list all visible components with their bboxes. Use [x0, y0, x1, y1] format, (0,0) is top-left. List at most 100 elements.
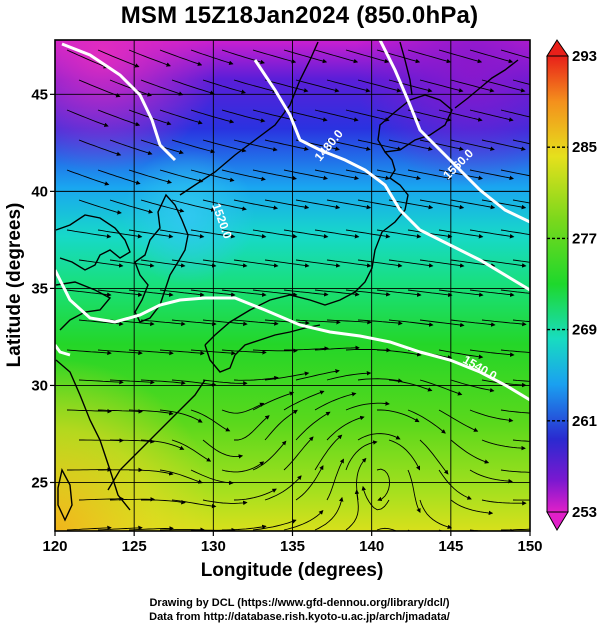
streamline [438, 289, 484, 297]
streamline [252, 49, 297, 64]
streamline [233, 259, 279, 268]
streamline [376, 109, 421, 122]
streamline [264, 409, 298, 441]
streamline [128, 409, 174, 416]
streamline [140, 259, 186, 268]
streamline [438, 169, 483, 181]
streamline [407, 409, 446, 434]
streamline [450, 319, 496, 327]
streamline [512, 79, 530, 85]
streamline [171, 199, 216, 212]
streamline [140, 319, 186, 327]
streamline [283, 49, 328, 64]
streamline [128, 289, 174, 297]
streamline [438, 109, 483, 122]
streamline [357, 139, 402, 151]
streamline [78, 259, 124, 268]
streamline [345, 109, 390, 122]
colorbar-tick-label: 253 [572, 504, 597, 521]
streamline [233, 319, 279, 326]
streamline [97, 525, 143, 531]
y-tick-label: 45 [31, 86, 48, 103]
streamline [326, 415, 365, 441]
streamline [450, 79, 495, 93]
streamline [202, 499, 248, 506]
colorbar-tick-label: 293 [572, 48, 597, 65]
streamline [345, 49, 390, 64]
streamline [407, 169, 452, 181]
streamline [500, 289, 530, 294]
streamline [221, 109, 266, 123]
streamline [159, 349, 205, 356]
map-title: MSM 15Z18Jan2024 (850.0hPa) [120, 2, 479, 29]
lat-lon-grid [55, 40, 530, 531]
streamline [388, 259, 434, 268]
y-tick-label: 35 [31, 280, 48, 297]
streamline [419, 439, 449, 475]
streamline [388, 439, 421, 471]
streamline [376, 49, 421, 64]
x-tick-label: 130 [201, 538, 226, 555]
wind-streamlines [66, 49, 530, 531]
streamline [357, 259, 403, 268]
streamline [295, 411, 331, 441]
streamline [419, 259, 465, 268]
x-tick-label: 125 [122, 538, 147, 555]
streamline [190, 169, 235, 182]
streamline [233, 79, 278, 93]
coast-china [55, 359, 131, 511]
streamline [469, 409, 514, 423]
streamline [295, 199, 341, 210]
streamline [357, 199, 403, 210]
streamline [171, 439, 212, 462]
streamline [202, 439, 244, 459]
streamline [345, 440, 378, 471]
streamline [264, 259, 310, 268]
streamline [450, 139, 495, 151]
streamline [376, 229, 422, 239]
streamline [438, 469, 472, 500]
streamline [345, 229, 391, 239]
streamline [202, 379, 248, 386]
streamline [78, 379, 124, 385]
coast-kuril [454, 59, 519, 109]
streamline [438, 349, 484, 359]
streamline [252, 348, 298, 353]
streamline [109, 439, 155, 444]
streamline [264, 319, 310, 326]
streamline [295, 79, 340, 93]
x-tick-label: 150 [517, 538, 542, 555]
streamline [500, 49, 530, 59]
streamline [512, 139, 530, 145]
credit-drawing: Drawing by DCL (https://www.gfd-dennou.o… [149, 597, 450, 609]
streamline [128, 169, 172, 184]
streamline [97, 49, 140, 68]
streamline [481, 139, 526, 151]
contour-line-1560 [55, 344, 71, 357]
streamline [252, 169, 297, 181]
colorbar: 293 285 277 269 261 253 [546, 39, 597, 531]
streamline [190, 49, 234, 65]
streamline [345, 289, 391, 297]
colorbar-top-arrow [546, 39, 569, 57]
streamline [469, 109, 514, 122]
streamline [295, 465, 324, 501]
colorbar-bottom-arrow [546, 511, 569, 531]
streamline [66, 349, 112, 356]
streamline [407, 469, 421, 514]
streamline [500, 349, 530, 353]
streamline [202, 79, 246, 94]
x-tick-label: 135 [280, 538, 305, 555]
colorbar-tick-label: 269 [572, 322, 597, 339]
colorbar-tick-label: 277 [572, 230, 597, 247]
height-contours [55, 40, 530, 402]
streamline [252, 289, 298, 297]
streamline [97, 169, 141, 185]
streamline [159, 289, 205, 297]
streamline [357, 378, 403, 383]
streamline [202, 139, 247, 153]
streamline [283, 109, 328, 122]
streamline [500, 109, 530, 118]
streamline [283, 169, 328, 181]
streamline [171, 139, 216, 154]
